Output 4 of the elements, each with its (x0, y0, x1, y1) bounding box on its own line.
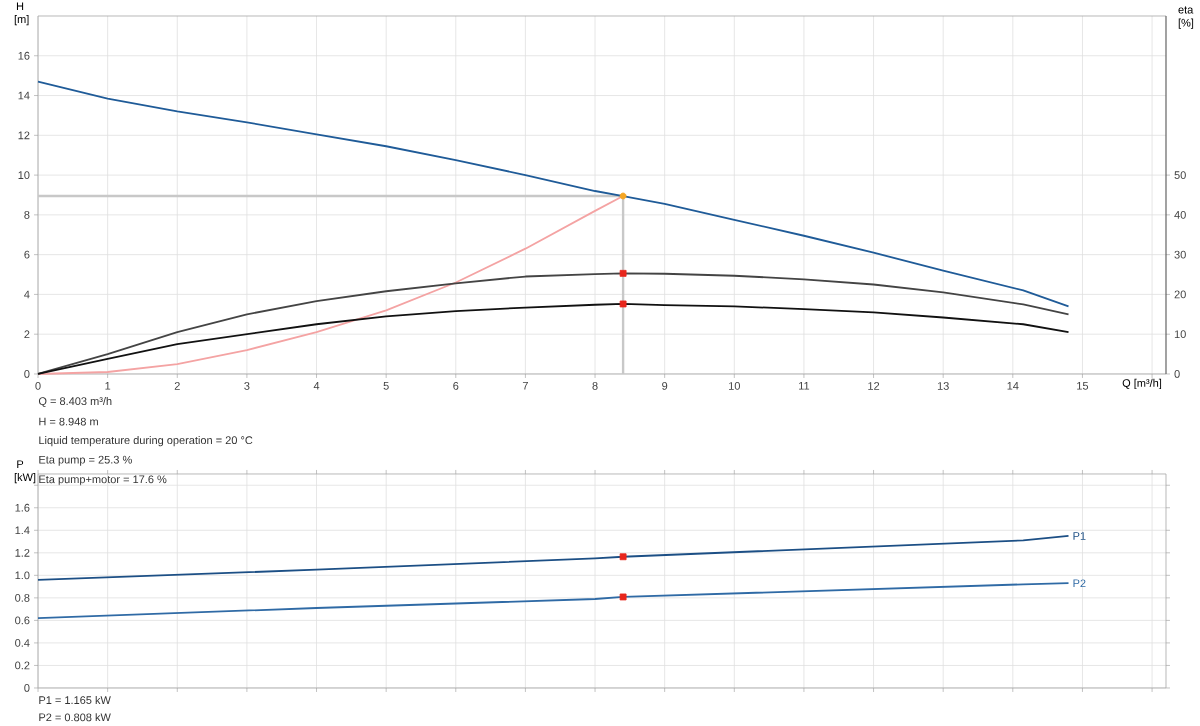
line-series (37, 272, 1070, 375)
line-series (37, 582, 1070, 620)
line-series (37, 535, 1070, 581)
line-series (37, 195, 624, 375)
